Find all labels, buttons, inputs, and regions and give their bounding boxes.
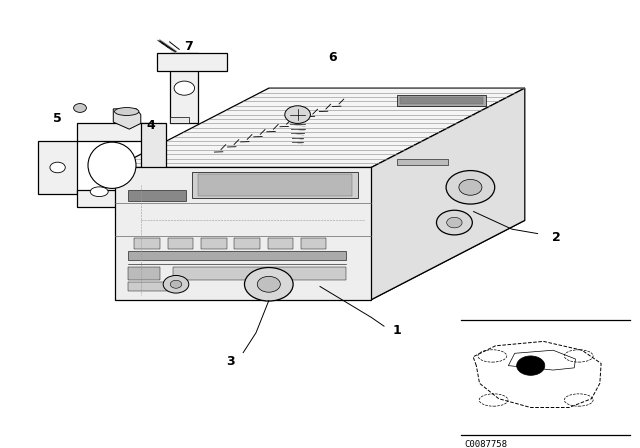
Ellipse shape — [88, 142, 136, 189]
Text: 7: 7 — [184, 40, 193, 53]
Polygon shape — [128, 267, 160, 280]
Polygon shape — [400, 97, 483, 103]
Polygon shape — [170, 117, 189, 123]
Polygon shape — [128, 282, 173, 291]
Circle shape — [446, 171, 495, 204]
Text: 4: 4 — [146, 119, 155, 132]
Circle shape — [50, 162, 65, 173]
Ellipse shape — [115, 108, 139, 116]
Circle shape — [244, 267, 293, 301]
Circle shape — [174, 81, 195, 95]
Circle shape — [447, 217, 462, 228]
Text: 5: 5 — [53, 112, 62, 125]
Polygon shape — [301, 238, 326, 249]
Text: 2: 2 — [552, 232, 561, 245]
Polygon shape — [170, 53, 198, 123]
Circle shape — [74, 103, 86, 112]
Polygon shape — [508, 350, 575, 370]
Polygon shape — [173, 267, 346, 280]
Text: 1: 1 — [392, 324, 401, 337]
Circle shape — [257, 276, 280, 292]
Polygon shape — [77, 190, 154, 207]
Polygon shape — [192, 172, 358, 198]
Polygon shape — [134, 238, 160, 249]
Polygon shape — [77, 123, 154, 141]
Circle shape — [170, 280, 182, 288]
Polygon shape — [38, 141, 77, 194]
Polygon shape — [473, 341, 601, 408]
Polygon shape — [198, 174, 352, 196]
Polygon shape — [141, 123, 166, 207]
Circle shape — [285, 106, 310, 123]
Text: 3: 3 — [226, 355, 235, 368]
Text: C0087758: C0087758 — [464, 440, 507, 448]
Polygon shape — [115, 88, 525, 168]
Polygon shape — [128, 190, 186, 201]
Polygon shape — [115, 220, 525, 300]
Polygon shape — [128, 251, 346, 260]
Polygon shape — [397, 159, 448, 165]
Text: 6: 6 — [328, 51, 337, 64]
Polygon shape — [115, 168, 371, 300]
Polygon shape — [113, 109, 141, 129]
Circle shape — [163, 276, 189, 293]
Polygon shape — [371, 88, 525, 300]
Circle shape — [459, 179, 482, 195]
Ellipse shape — [90, 187, 108, 197]
Polygon shape — [397, 95, 486, 106]
Polygon shape — [168, 238, 193, 249]
Polygon shape — [157, 53, 227, 70]
Circle shape — [436, 210, 472, 235]
Polygon shape — [268, 238, 293, 249]
Polygon shape — [234, 238, 260, 249]
Polygon shape — [201, 238, 227, 249]
Circle shape — [516, 356, 545, 375]
